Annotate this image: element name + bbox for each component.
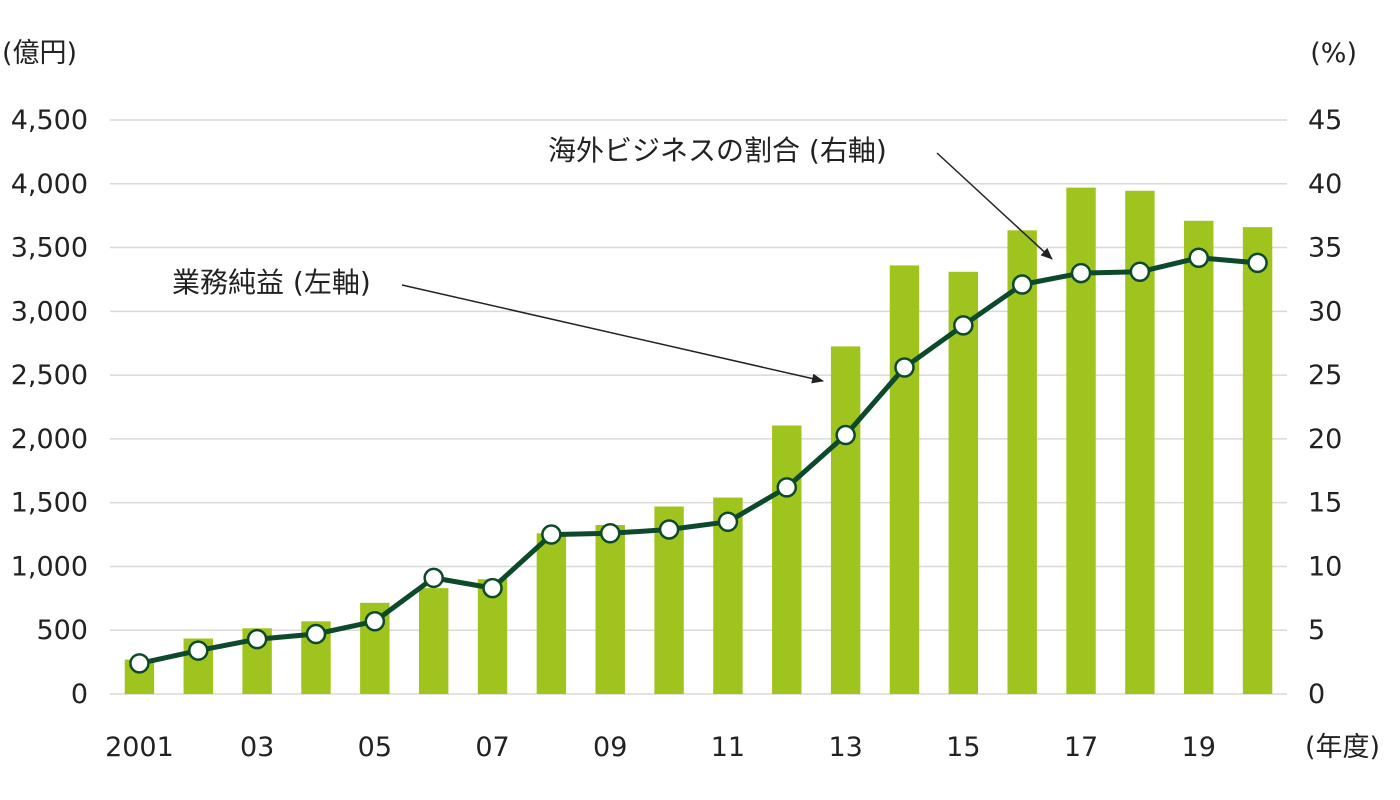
x-axis-tick-label: 19 — [1182, 732, 1216, 763]
x-axis-tick-label: 17 — [1064, 732, 1098, 763]
left-axis-tick-label: 1,500 — [11, 488, 88, 519]
left-axis-tick-label: 4,500 — [11, 105, 88, 136]
x-axis-tick-label: 07 — [475, 732, 509, 763]
line-point — [894, 357, 915, 378]
right-axis-tick-label: 5 — [1308, 615, 1325, 646]
line-point — [835, 424, 856, 446]
x-axis-tick-label: 2001 — [105, 732, 174, 763]
right-axis-tick-label: 40 — [1308, 169, 1342, 200]
line-point — [658, 519, 680, 540]
line-point — [129, 653, 150, 674]
annotation-bar-label: 業務純益 (左軸) — [172, 266, 371, 299]
x-axis-tick-label: 03 — [240, 732, 274, 763]
annotations: 業務純益 (左軸) 海外ビジネスの割合 (右軸) — [172, 134, 1053, 384]
annotation-line-arrow — [936, 152, 1053, 260]
bar — [418, 588, 449, 694]
line-point — [599, 523, 621, 544]
x-axis-tick-label: 09 — [593, 732, 627, 763]
bar — [772, 425, 802, 694]
line-point — [717, 511, 739, 533]
right-axis-tick-label: 10 — [1308, 551, 1342, 582]
left-axis-tick-label: 2,000 — [11, 424, 88, 455]
x-axis-tick-label: 13 — [828, 732, 862, 763]
right-axis-tick-label: 45 — [1308, 105, 1342, 136]
bar — [830, 346, 861, 694]
line-point — [482, 577, 503, 599]
right-axis-unit-label: (%) — [1310, 38, 1357, 69]
line-points — [129, 247, 1268, 674]
line-point — [364, 611, 386, 632]
right-axis-tick-label: 30 — [1308, 296, 1342, 327]
x-axis-tick-label: 05 — [358, 732, 392, 763]
x-axis-tick-label: 11 — [711, 732, 745, 763]
bar-series — [124, 187, 1273, 695]
bar — [889, 265, 920, 694]
left-axis-tick-label: 500 — [36, 615, 88, 646]
line-point — [1011, 274, 1033, 295]
annotation-line-label: 海外ビジネスの割合 (右軸) — [548, 134, 887, 167]
right-axis-tick-label: 25 — [1308, 360, 1342, 391]
left-axis-tick-label: 1,000 — [11, 551, 88, 582]
bar — [536, 533, 567, 694]
bar — [1007, 230, 1037, 694]
bar — [948, 271, 979, 694]
line-point — [423, 567, 444, 589]
right-axis-tick-label: 35 — [1308, 233, 1342, 264]
line-point — [188, 640, 209, 661]
left-axis-tick-label: 0 — [71, 679, 88, 710]
x-axis-unit-label: (年度) — [1305, 732, 1380, 763]
axes: 05001,0001,5002,0002,5003,0003,5004,0004… — [11, 105, 1343, 763]
line-point — [246, 628, 268, 650]
bar — [595, 524, 625, 694]
right-axis-tick-label: 15 — [1308, 488, 1342, 519]
gridlines — [110, 119, 1287, 695]
bar — [1242, 227, 1273, 694]
left-axis-tick-label: 2,500 — [11, 360, 88, 391]
line-point — [1188, 247, 1209, 269]
left-axis-tick-label: 4,000 — [11, 169, 88, 200]
line-point — [305, 623, 327, 645]
line-point — [1129, 261, 1151, 283]
annotation-bar-arrow — [401, 284, 824, 384]
line-point — [541, 524, 562, 545]
left-axis-unit-label: (億円) — [2, 38, 77, 69]
line-point — [1247, 252, 1268, 274]
line-point — [1070, 262, 1092, 284]
line-point — [953, 315, 974, 336]
x-axis-tick-label: 15 — [946, 732, 980, 763]
left-axis-tick-label: 3,500 — [11, 233, 88, 264]
right-axis-tick-label: 20 — [1308, 424, 1342, 455]
bar — [1184, 220, 1214, 694]
left-axis-tick-label: 3,000 — [11, 296, 88, 327]
line-point — [776, 477, 798, 498]
right-axis-tick-label: 0 — [1308, 679, 1325, 710]
